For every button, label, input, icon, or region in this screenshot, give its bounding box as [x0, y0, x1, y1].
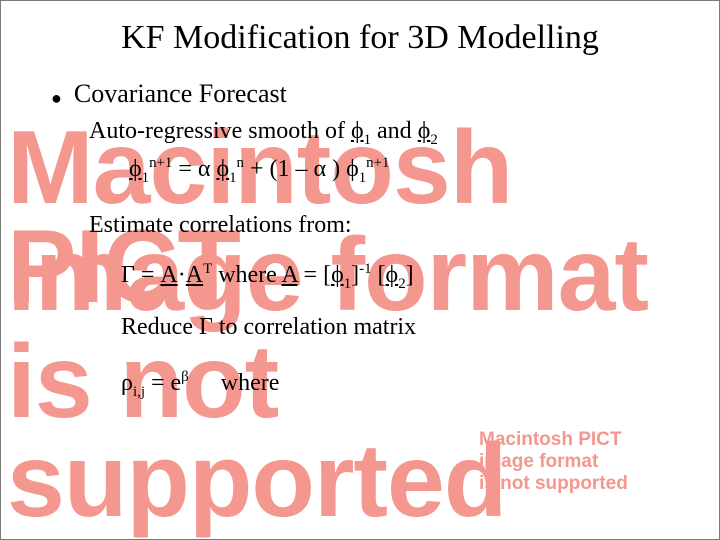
eq1-phi-r1-sup: n	[237, 155, 244, 171]
eq1-plus: + (1 – α )	[244, 156, 346, 182]
eq1-phi-r2: ϕ	[346, 156, 359, 182]
eq1-phi-l-sub: 1	[142, 170, 149, 186]
where-2: where	[221, 367, 280, 401]
and-text: and	[371, 118, 418, 144]
eq1-phi-l: ϕ	[129, 156, 142, 182]
slide-frame: Macintosh PICT image format is not suppo…	[0, 0, 720, 540]
rho-eq-mid: = e	[145, 370, 181, 396]
eq1-phi-r2-sub: 1	[359, 170, 366, 186]
gamma-pre: Γ =	[121, 262, 160, 288]
bullet-icon: ●	[51, 89, 62, 107]
autoregressive-line: Auto-regressive smooth of ϕ1 and ϕ2	[89, 115, 691, 147]
eq1-phi-r1-sub: 1	[229, 170, 236, 186]
equation-1: ϕ1n+1 = α ϕ1n + (1 – α ) ϕ1n+1	[129, 153, 691, 187]
phi-b2: ϕ	[386, 262, 399, 288]
rho-sub: i,j	[133, 383, 145, 399]
watermark-small-l3: is not supported	[479, 473, 628, 495]
phi-b1: ϕ	[331, 262, 344, 288]
open2: [	[372, 262, 386, 288]
slide-title: KF Modification for 3D Modelling	[29, 19, 691, 57]
rho-sup: β	[181, 369, 189, 385]
bullet-label: Covariance Forecast	[74, 79, 287, 109]
watermark-small-l2: image format	[479, 451, 628, 473]
phi1-sub: 1	[364, 132, 371, 148]
close-inv: ]	[351, 262, 359, 288]
eq1-phi-r1: ϕ	[216, 156, 229, 182]
gamma-equation: Γ = A·AT where A = [ϕ1]-1 [ϕ2]	[121, 259, 691, 293]
close2: ]	[406, 262, 414, 288]
rho-sym: ρ	[121, 370, 133, 396]
bullet-item: ● Covariance Forecast	[51, 79, 691, 109]
phi-b2-sub: 2	[398, 276, 405, 292]
rho-line: ρi,j = eβ where	[121, 367, 691, 401]
watermark-small-l1: Macintosh PICT	[479, 429, 628, 451]
reduce-line: Reduce Γ to correlation matrix	[121, 311, 691, 345]
dot-op: ·	[178, 262, 186, 288]
phi1-sym: ϕ	[351, 118, 364, 144]
where-1: where	[212, 262, 281, 288]
rho-eq: ρi,j = eβ	[121, 367, 189, 401]
A-3: A	[282, 262, 298, 288]
autoreg-pre: Auto-regressive smooth of	[89, 118, 351, 144]
sup-inv: -1	[359, 261, 371, 277]
eq1-phi-r2-sup: n+1	[366, 155, 389, 171]
A-1: A	[160, 262, 177, 288]
slide-content: KF Modification for 3D Modelling ● Covar…	[29, 19, 691, 400]
eq1-phi-l-sup: n+1	[149, 155, 172, 171]
eq-open: = [	[298, 262, 332, 288]
sup-T: T	[203, 261, 212, 277]
phi2-sub: 2	[430, 132, 437, 148]
A-2: A	[186, 262, 203, 288]
watermark-small: Macintosh PICT image format is not suppo…	[479, 429, 628, 495]
estimate-line: Estimate correlations from:	[89, 209, 691, 241]
eq1-mid: = α	[172, 156, 216, 182]
phi2-sym: ϕ	[418, 118, 431, 144]
